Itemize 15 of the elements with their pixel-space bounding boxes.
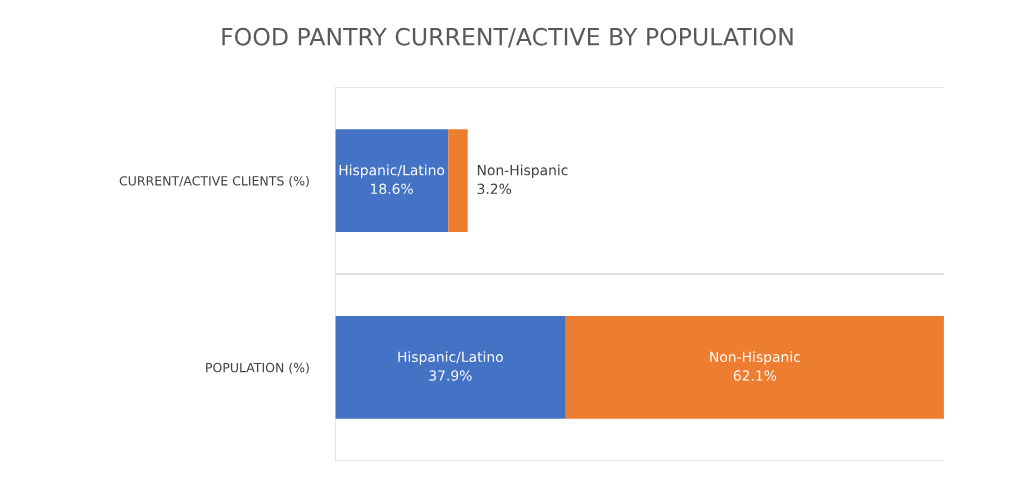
data-label: 3.2%	[477, 183, 512, 195]
y-tick-label: POPULATION (%)	[206, 362, 309, 374]
chart-title: FOOD PANTRY CURRENT/ACTIVE BY POPULATION	[222, 27, 793, 48]
bar	[334, 129, 449, 233]
bar	[448, 129, 468, 233]
y-tick-label: CURRENT/ACTIVE CLIENTS (%)	[119, 175, 309, 188]
bar	[334, 316, 566, 419]
data-label: 62.1%	[733, 370, 777, 381]
data-label: 18.6%	[371, 183, 413, 195]
text: Non-Hispanic	[710, 351, 800, 365]
series-label: Non-Hispanic	[477, 164, 568, 179]
data-label: 37.9%	[429, 370, 472, 381]
bar	[565, 316, 944, 419]
series-label: Hispanic/Latino	[339, 164, 445, 179]
text: Hispanic/Latino	[398, 351, 503, 365]
